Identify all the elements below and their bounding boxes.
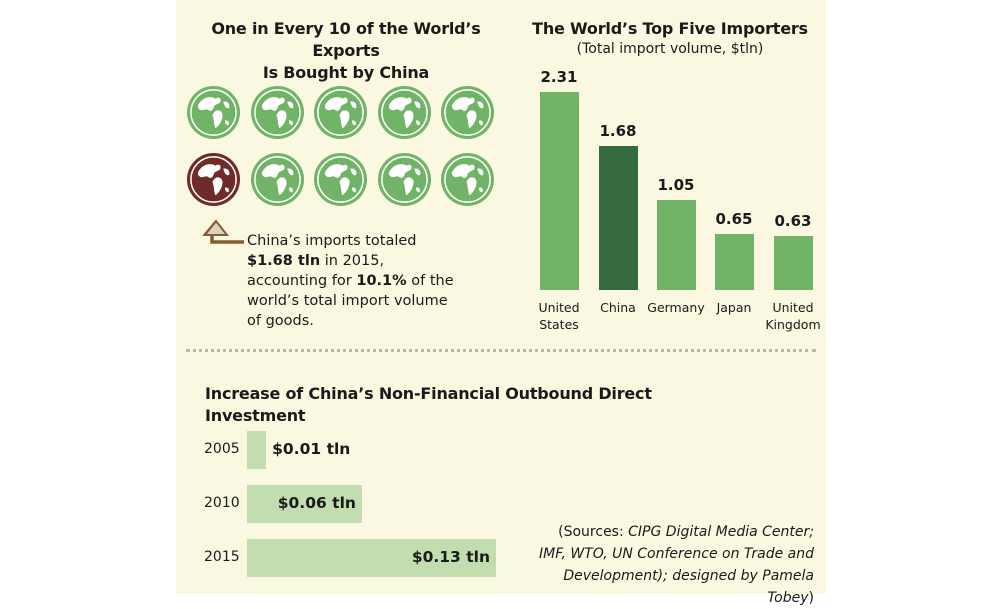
note-amount: $1.68 tln: [247, 253, 321, 269]
sources-dev: Development); designed by: [563, 568, 763, 584]
importer-bar: [598, 146, 638, 290]
sources-designer: Pamela Tobey: [762, 568, 814, 606]
importer-value-label: 2.31: [540, 68, 578, 86]
china-import-note: China’s imports totaled $1.68 tln in 201…: [247, 231, 457, 331]
importer-value-label: 0.65: [715, 210, 753, 229]
sources-close: ): [808, 590, 814, 606]
importer-bar: [714, 234, 754, 290]
globe-icon: [440, 152, 495, 207]
globe-icon-china: [186, 152, 241, 207]
globe-icon: [313, 152, 368, 207]
note-text-2: in 2015, accounting for: [247, 253, 385, 289]
odi-year-label: 2015: [204, 549, 240, 565]
odi-bar: [247, 485, 362, 523]
globe-icon: [313, 85, 368, 140]
importer-bar: [773, 236, 813, 290]
globes-title-line2: Is Bought by China: [262, 63, 430, 82]
globes-title: One in Every 10 of the World’s Exports I…: [176, 18, 516, 84]
odi-year-label: 2010: [204, 495, 240, 511]
globe-icon: [250, 85, 304, 140]
importer-category-label: United Kingdom: [765, 300, 821, 332]
note-text-3: of the world’s total import volume of go…: [247, 273, 454, 329]
globe-icon: [440, 85, 495, 140]
importer-bar: [539, 92, 579, 290]
importer-value-label: 0.63: [774, 212, 812, 230]
importer-category-label: Japan: [716, 300, 752, 315]
odi-value-label: $0.13 tln: [411, 548, 490, 566]
note-share: 10.1%: [356, 273, 407, 289]
importer-category-label: Germany: [647, 300, 705, 315]
section-divider: [186, 349, 816, 352]
importer-value-label: 1.68: [599, 122, 637, 140]
odi-value-label: $0.01 tln: [272, 440, 351, 458]
sources-prefix: (Sources:: [558, 524, 629, 540]
importers-chart-title: The World’s Top Five Importers: [532, 19, 808, 38]
importer-category-label: China: [600, 300, 636, 315]
importer-value-label: 1.05: [657, 176, 695, 194]
odi-bar: [247, 431, 267, 469]
note-text-1: China’s imports totaled: [247, 233, 417, 249]
arrow-icon: [202, 219, 244, 244]
sources-orgs: IMF, WTO, UN Conference on Trade and: [538, 546, 814, 562]
odi-year-label: 2005: [204, 441, 240, 457]
globes-title-line1: One in Every 10 of the World’s Exports: [211, 19, 481, 60]
importers-chart-subtitle: (Total import volume, $tln): [576, 41, 764, 57]
globe-icon: [377, 85, 431, 140]
globe-icon: [250, 152, 304, 207]
odi-bar: [247, 539, 496, 577]
sources-note: (Sources: CIPG Digital Media Center; IMF…: [514, 521, 814, 609]
odi-chart-title: Increase of China’s Non-Financial Outbou…: [205, 384, 652, 425]
importer-category-label: United States: [538, 300, 580, 332]
globe-icon: [186, 85, 241, 140]
globe-icon: [377, 152, 431, 207]
odi-value-label: $0.06 tln: [277, 494, 356, 512]
importer-bar: [656, 200, 696, 290]
sources-cipg: CIPG Digital Media Center;: [628, 524, 814, 540]
